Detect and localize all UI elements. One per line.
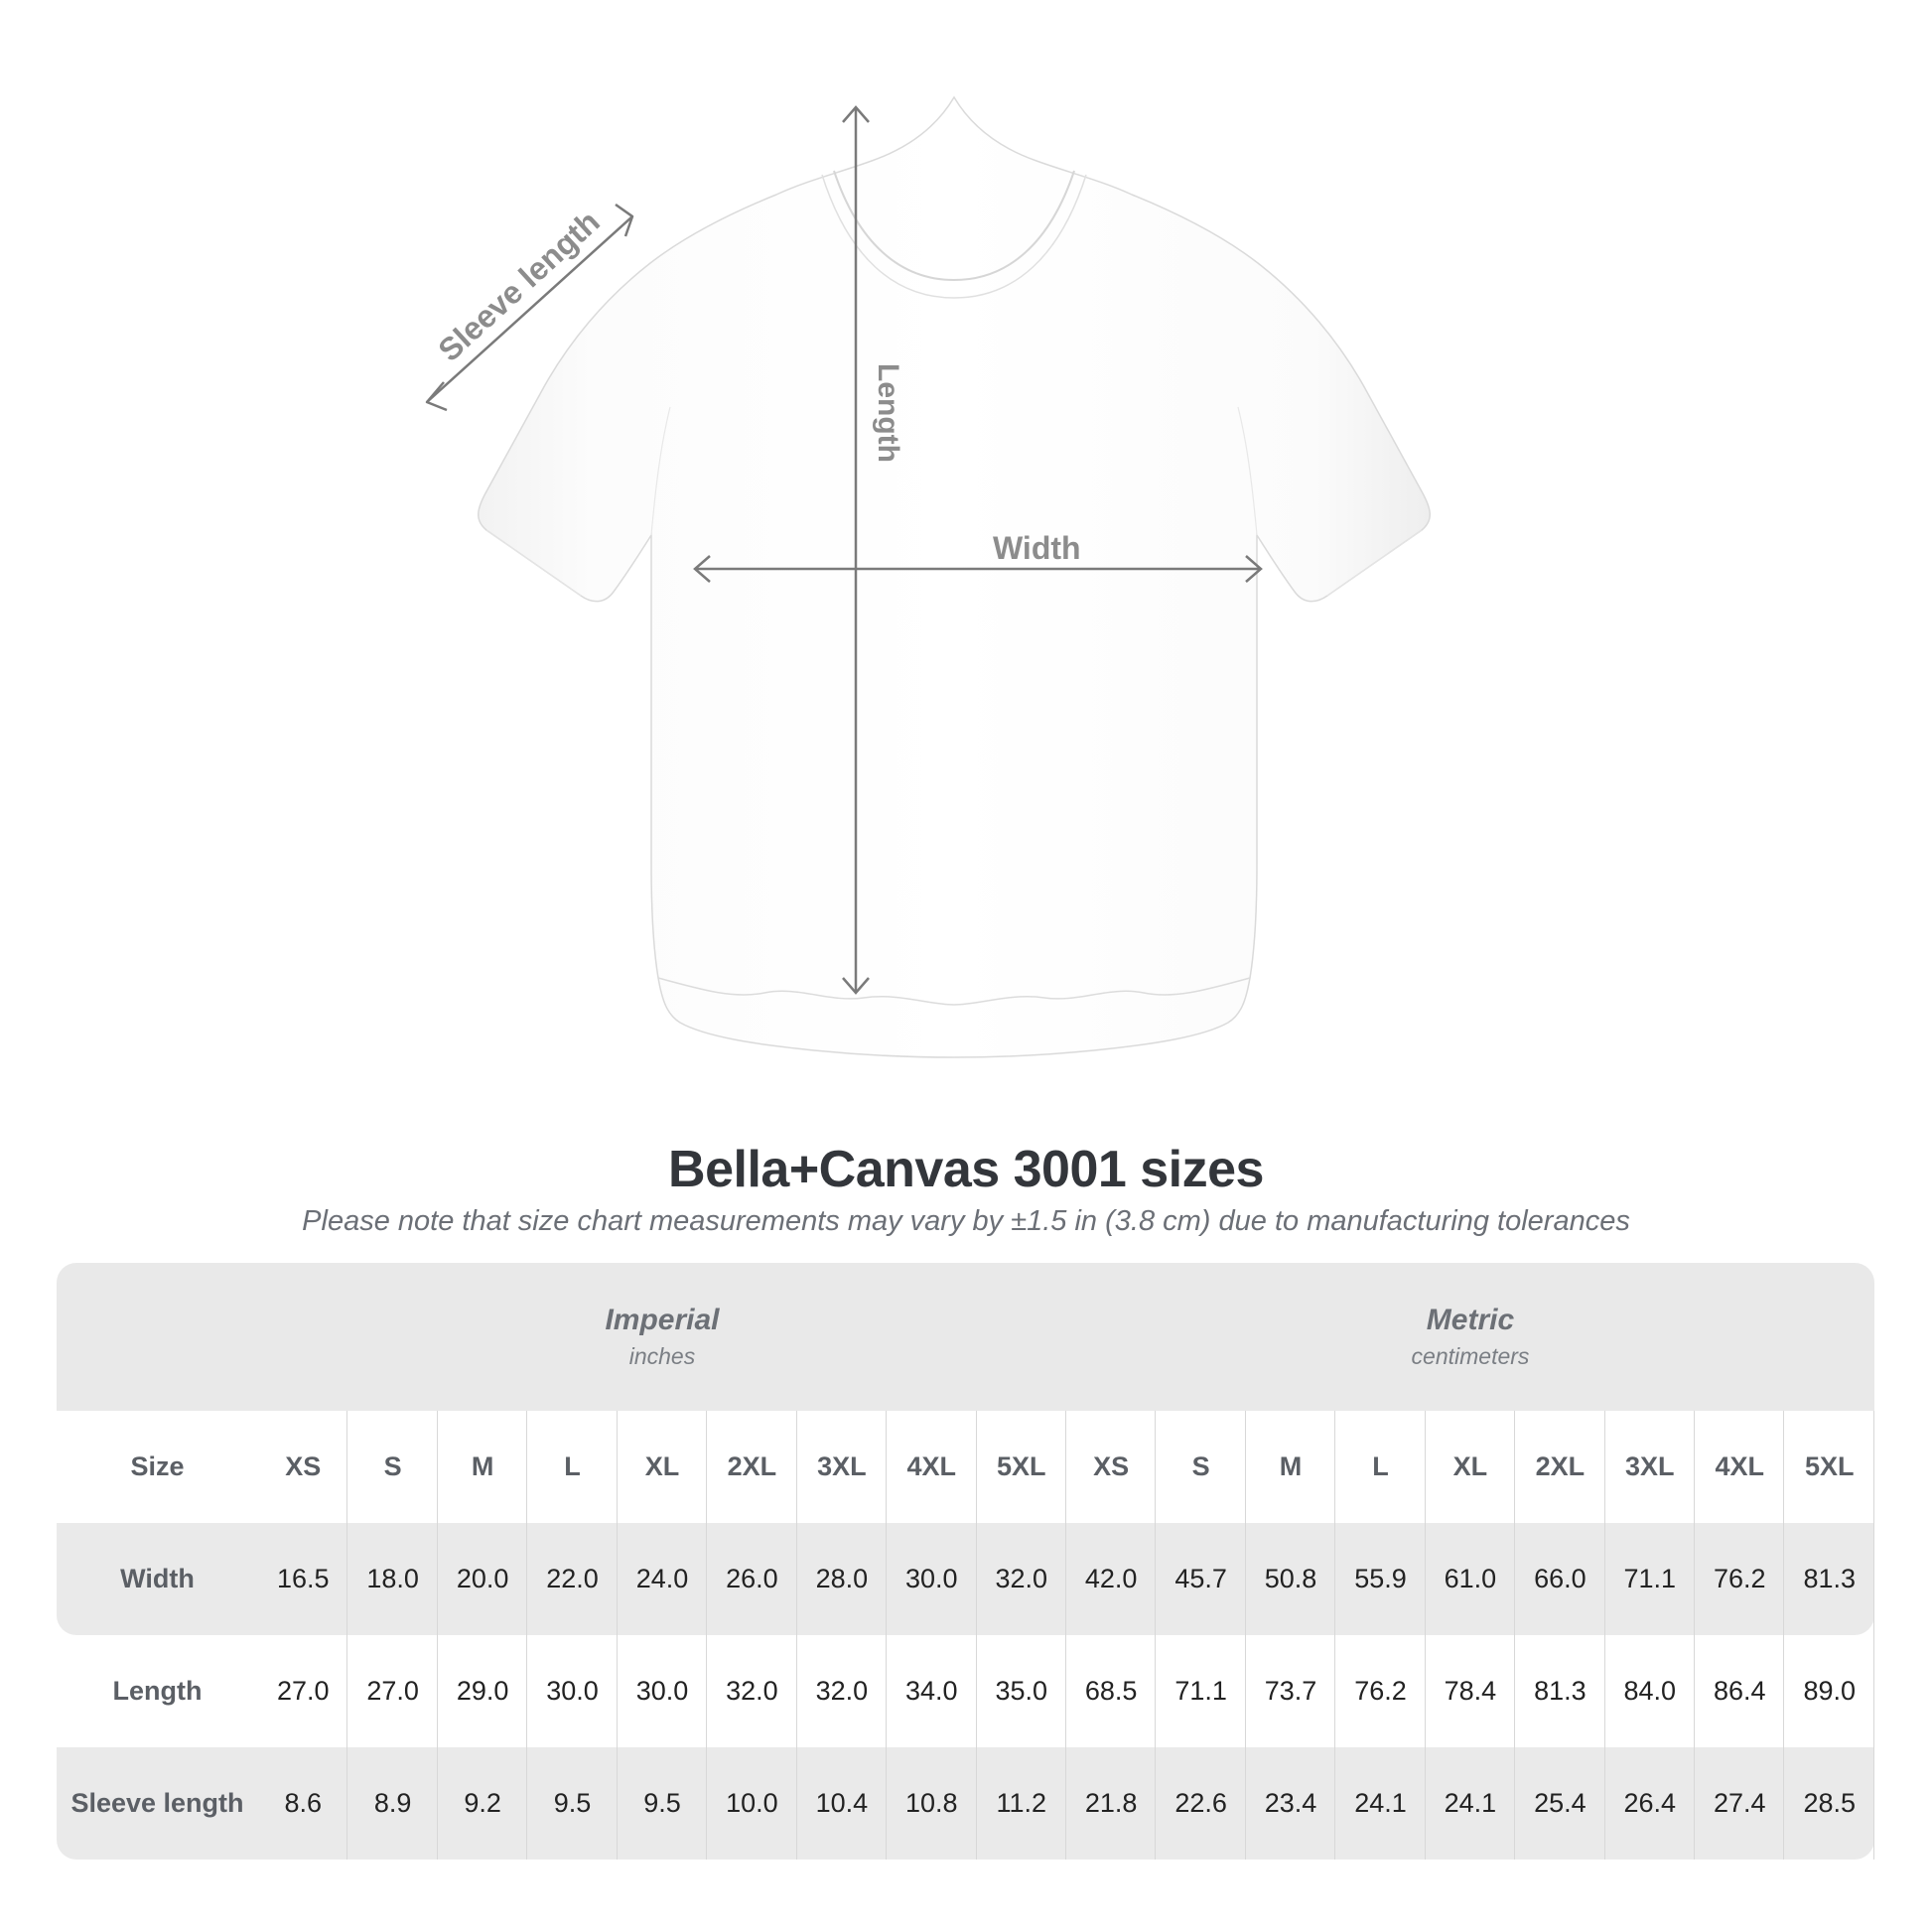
- svg-text:Width: Width: [993, 530, 1081, 566]
- svg-text:Length: Length: [872, 363, 904, 463]
